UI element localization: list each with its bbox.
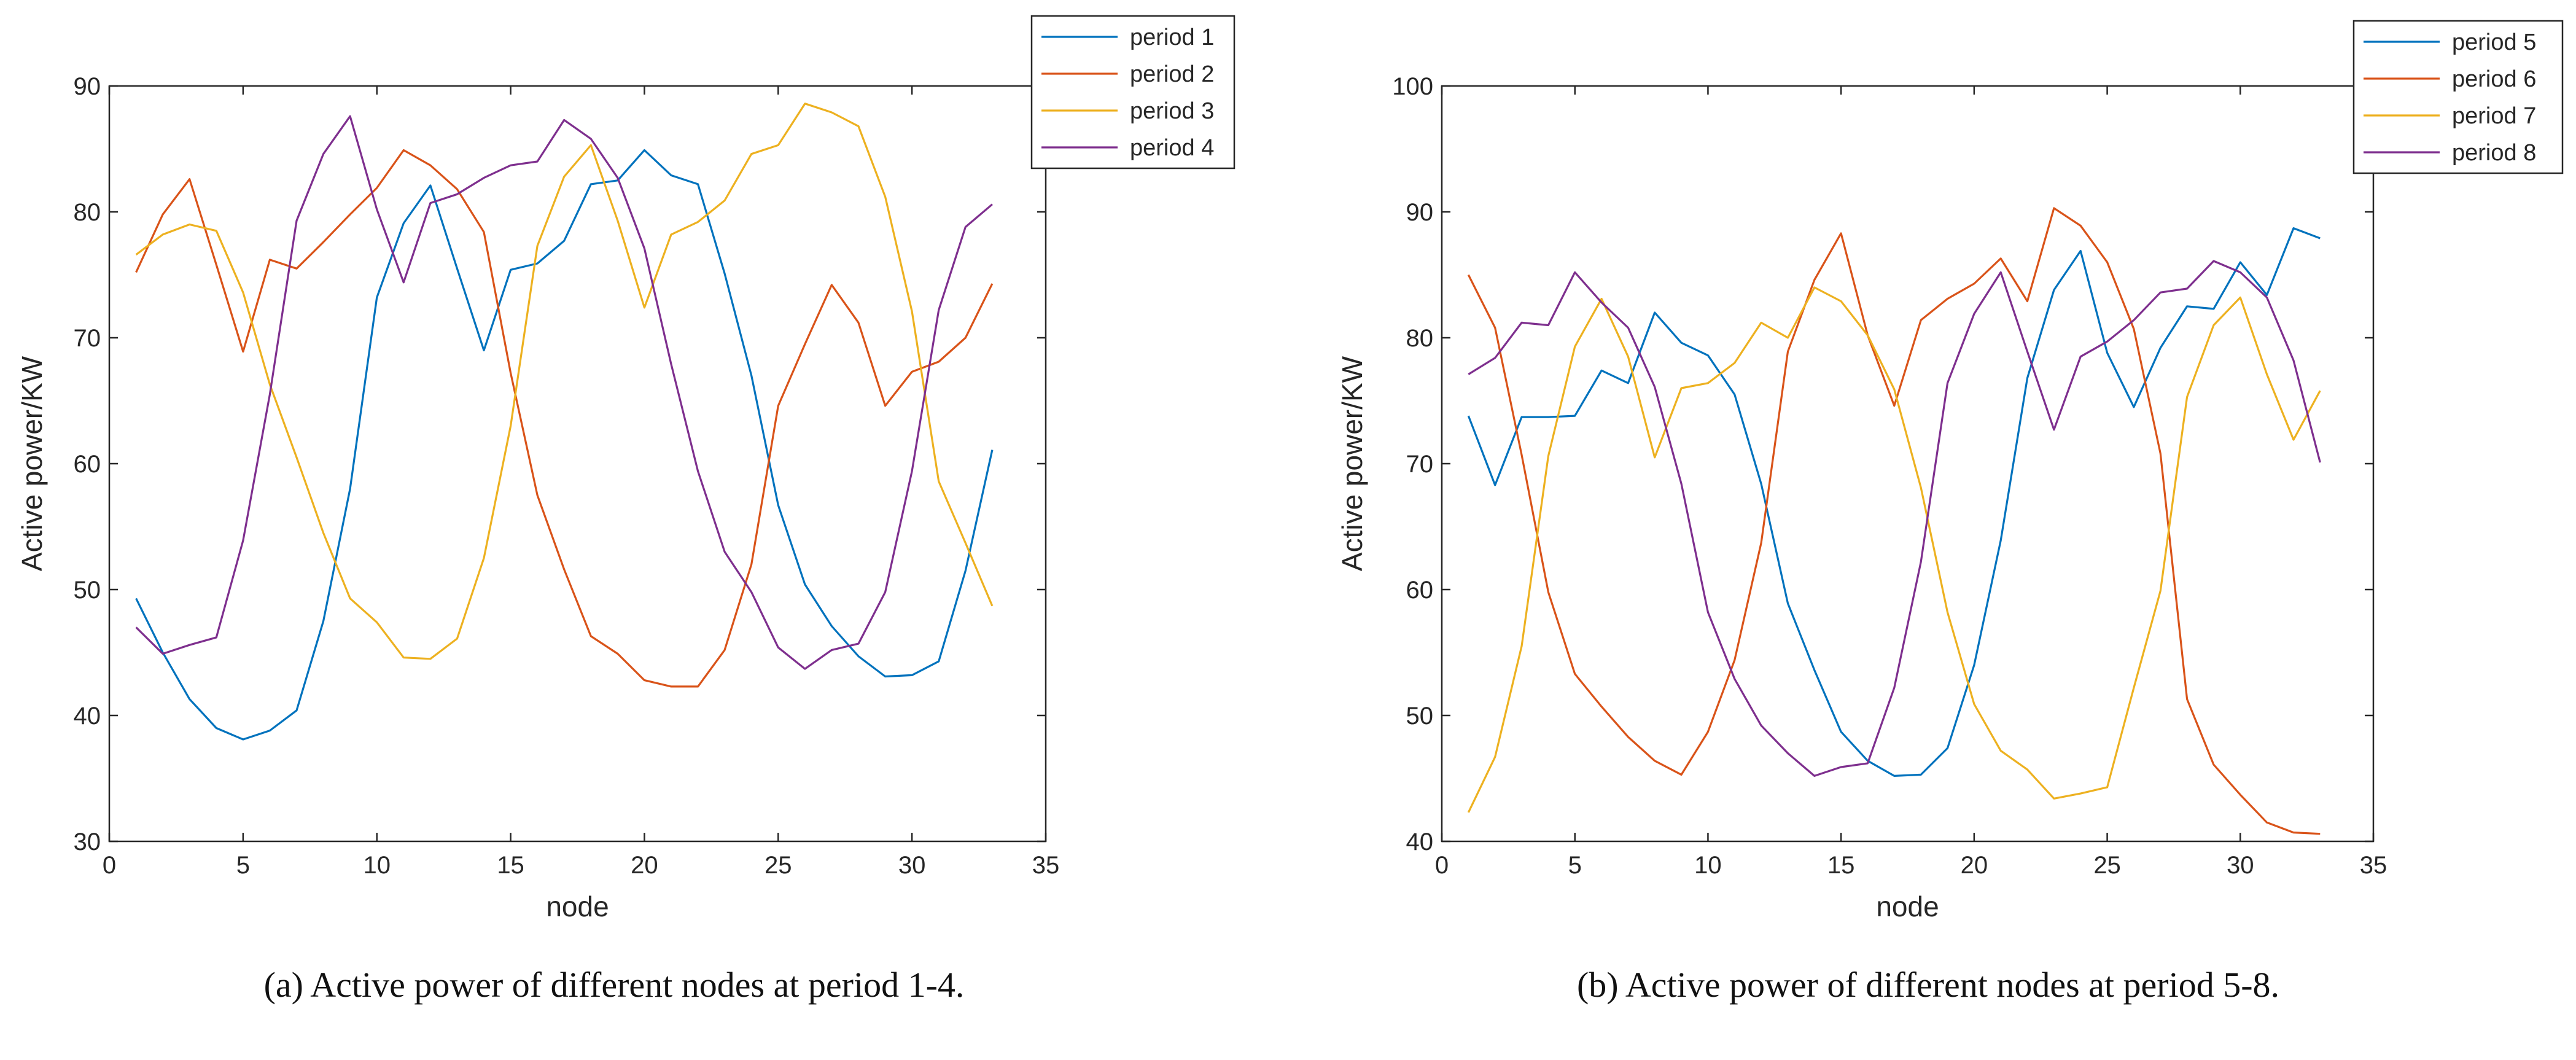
x-tick-label: 20 [1961, 852, 1988, 879]
chart-panel-a: 0 5 10 15 20 25 30 35 30 40 50 60 70 80 90 node Active p… [16, 15, 1235, 922]
legend-label: period 7 [2452, 103, 2536, 129]
series-line-period-7 [1467, 286, 2321, 813]
y-tick-label: 80 [74, 199, 101, 226]
y-tick-label: 60 [1406, 577, 1434, 604]
y-tick-label: 70 [1406, 451, 1434, 478]
y-tick-label: 90 [1406, 199, 1434, 226]
plot-area [1441, 85, 2375, 843]
y-tick-label: 30 [74, 828, 101, 855]
series-line-period-6 [1467, 207, 2321, 835]
y-tick-label: 60 [74, 451, 101, 478]
x-tick-label: 25 [765, 852, 792, 879]
y-tick-label: 80 [1406, 325, 1434, 352]
chart-panel-b: 0 5 10 15 20 25 30 35 40 50 60 70 80 90 100 node Active … [1336, 20, 2564, 922]
x-tick-label: 30 [898, 852, 926, 879]
y-tick-label: 100 [1392, 73, 1433, 100]
x-tick-label: 15 [1827, 852, 1855, 879]
caption-b: (b) Active power of different nodes at p… [1576, 965, 2280, 1005]
series-line-period-5 [1467, 227, 2321, 777]
series-line-period-8 [1468, 260, 2321, 777]
x-tick-label: 30 [2227, 852, 2254, 879]
x-tick-label: 20 [631, 852, 658, 879]
legend-label: period 6 [2452, 66, 2536, 92]
legend-label: period 2 [1130, 61, 1214, 87]
y-tick-label: 70 [74, 325, 101, 352]
legend-label: period 3 [1130, 98, 1214, 124]
x-tick-label: 35 [1032, 852, 1060, 879]
legend-label: period 8 [2452, 140, 2536, 166]
x-tick-label: 25 [2093, 852, 2121, 879]
series-line-period-4 [135, 115, 993, 670]
x-tick-label: 15 [497, 852, 524, 879]
x-tick-label: 10 [363, 852, 391, 879]
plot-area [108, 85, 1047, 843]
legend-label: period 5 [2452, 29, 2536, 55]
legend-box [1030, 15, 1235, 170]
x-tick-label: 10 [1694, 852, 1722, 879]
caption-a: (a) Active power of different nodes at p… [263, 965, 965, 1005]
legend-label: period 1 [1130, 25, 1214, 50]
y-tick-label: 40 [1406, 828, 1434, 855]
series-line-period-3 [135, 103, 994, 660]
y-axis-label: Active power/KW [1336, 356, 1368, 571]
y-tick-label: 90 [74, 73, 101, 100]
series-line-period-2 [135, 149, 994, 688]
y-tick-label: 50 [1406, 703, 1434, 730]
x-axis-label: node [1876, 890, 1939, 922]
x-tick-label: 0 [1435, 852, 1449, 879]
legend: period 1 period 2 period 3 period 4 [1030, 15, 1235, 170]
legend-label: period 4 [1130, 135, 1214, 161]
x-tick-label: 35 [2360, 852, 2387, 879]
legend-box [2352, 20, 2564, 174]
x-tick-label: 5 [1568, 852, 1582, 879]
x-axis-label: node [546, 890, 609, 922]
y-axis-label: Active power/KW [16, 356, 48, 571]
x-tick-label: 0 [103, 852, 116, 879]
y-tick-label: 40 [74, 703, 101, 730]
x-tick-label: 5 [236, 852, 250, 879]
y-tick-label: 50 [74, 577, 101, 604]
legend: period 5 period 6 period 7 period 8 [2352, 20, 2564, 174]
